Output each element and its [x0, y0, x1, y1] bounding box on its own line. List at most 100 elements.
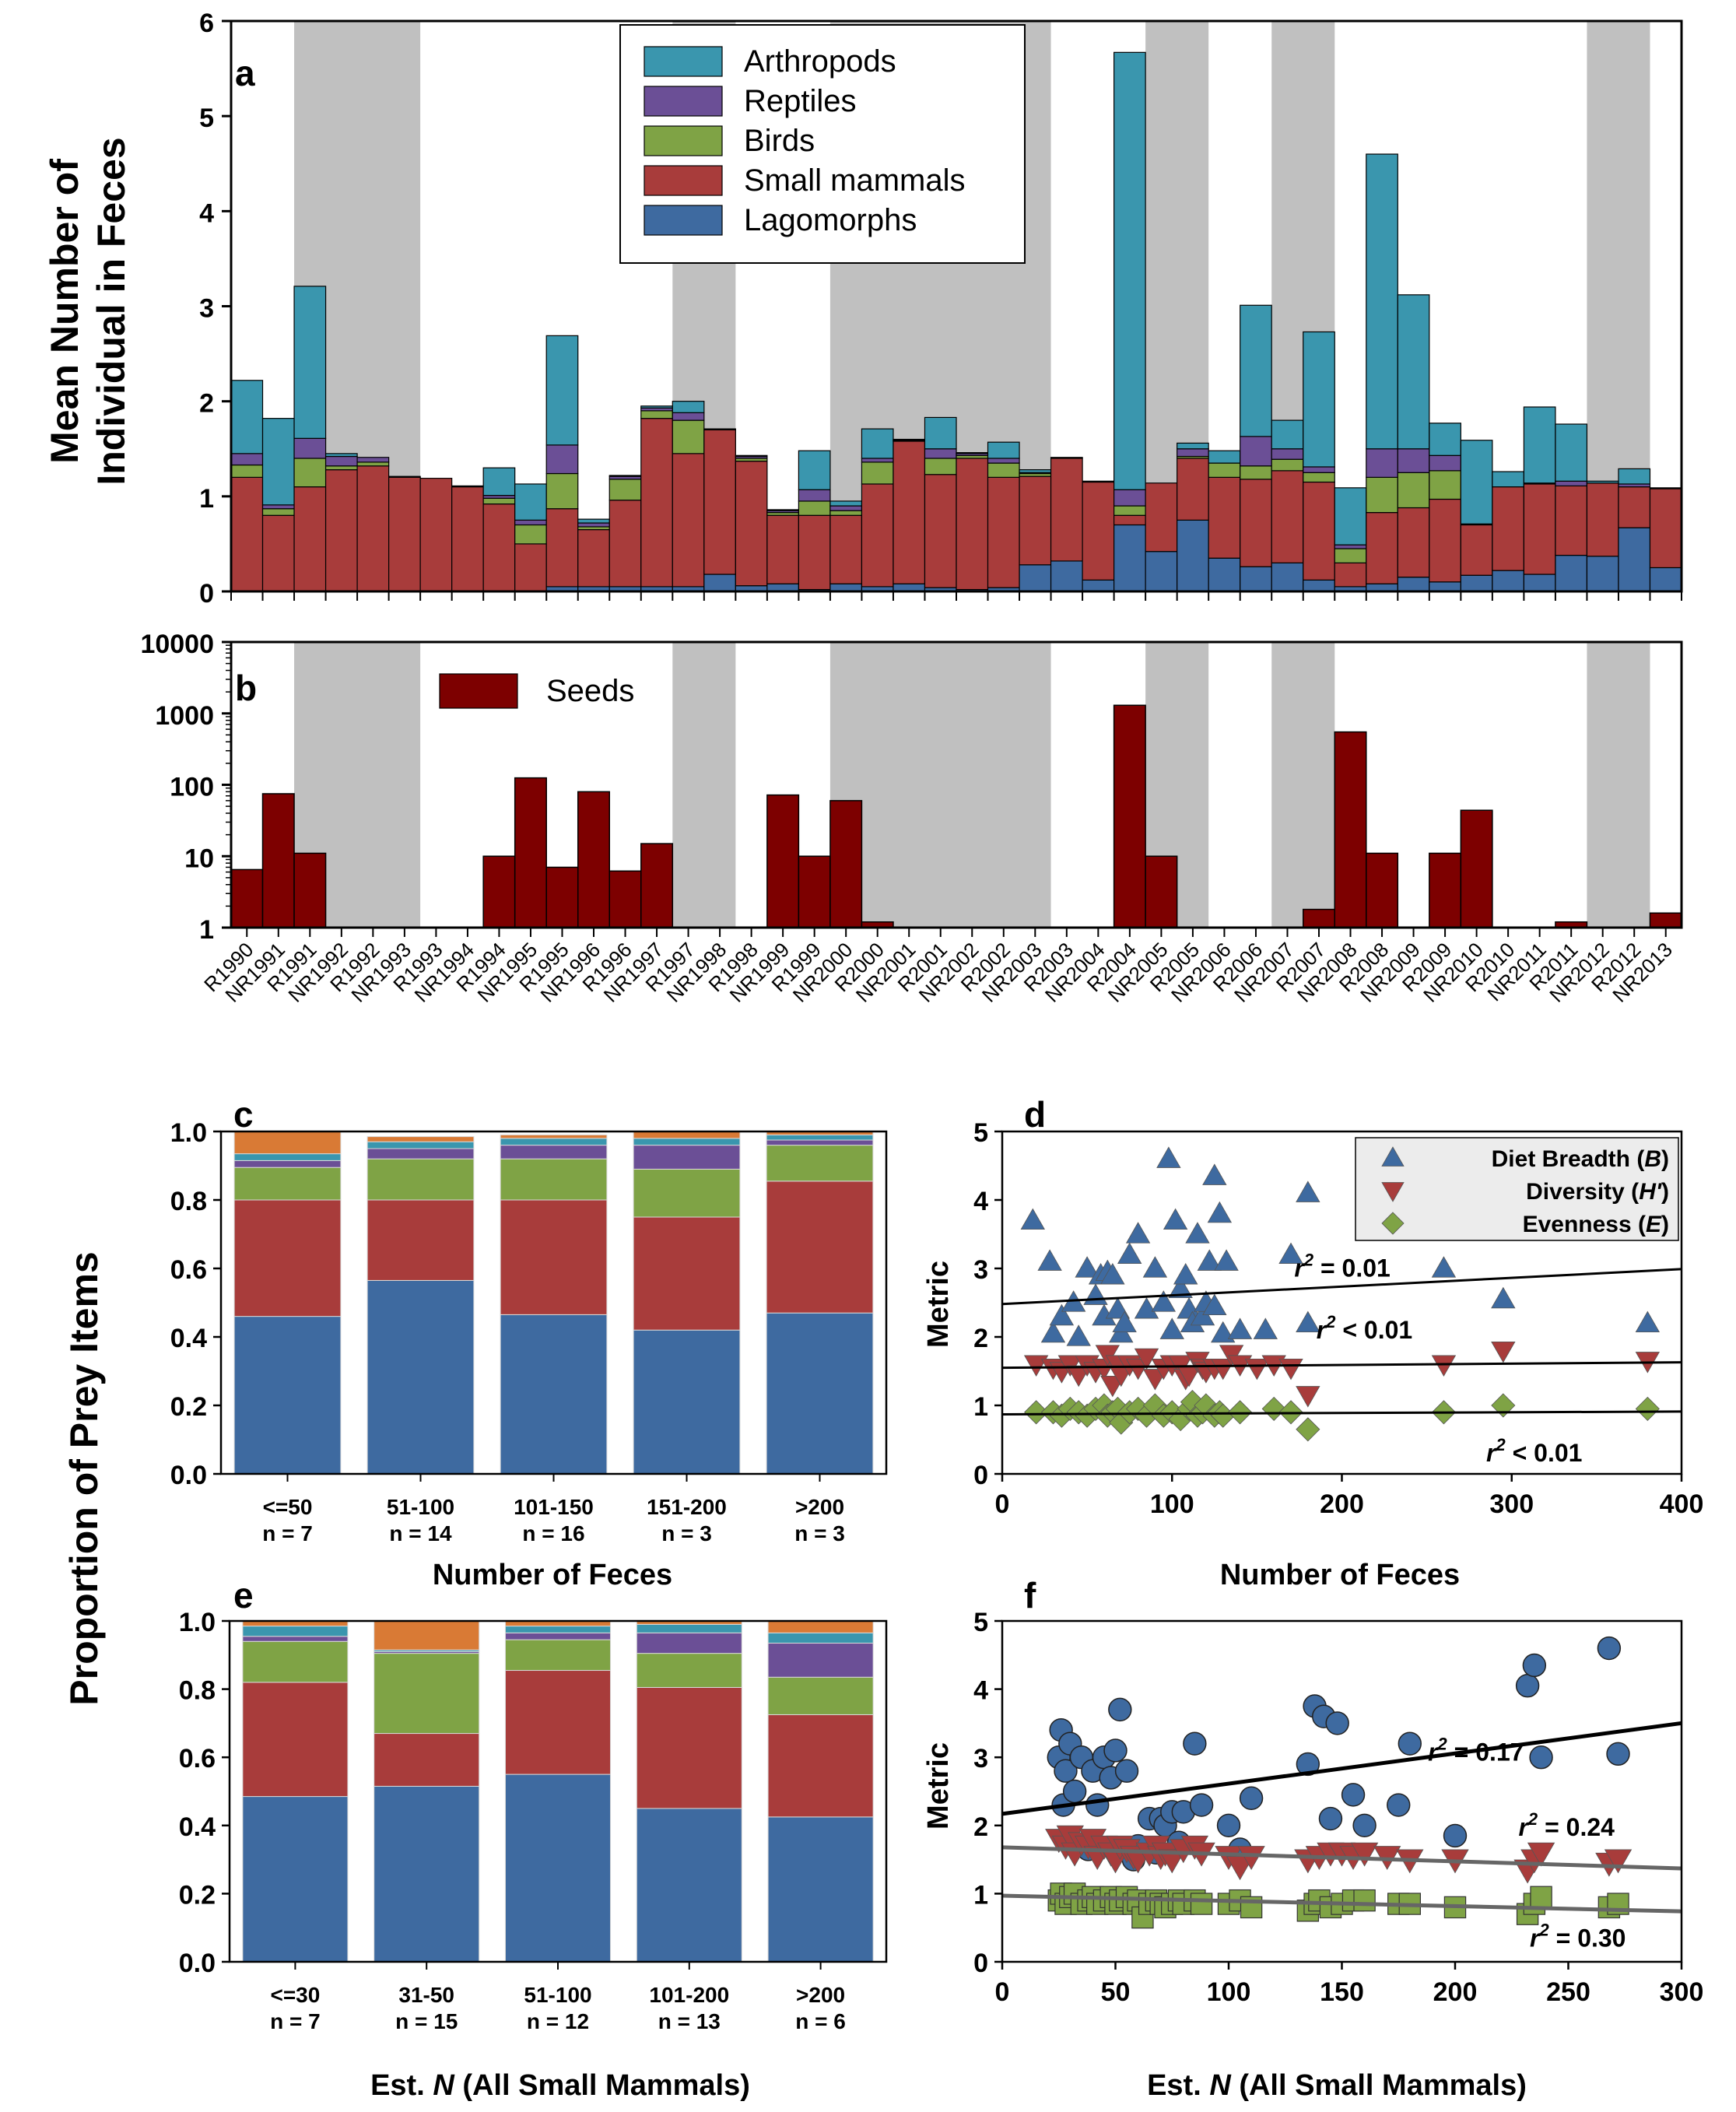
point-d-triangle-up	[1100, 1262, 1125, 1285]
bar-a-reptiles	[861, 458, 894, 463]
point-d-triangle-up	[1278, 1242, 1303, 1265]
bar-a-small-mammals	[230, 476, 264, 592]
ylabel-bottom: Proportion of Prey Items	[62, 1251, 106, 1705]
bar-a-small-mammals	[861, 483, 894, 588]
bar-a-small-mammals	[545, 508, 579, 588]
ylabel-d: Metric	[922, 1261, 955, 1348]
bar-a-reptiles	[924, 448, 957, 459]
ytick-label-e: 0.4	[179, 1812, 216, 1842]
point-f-circle	[1341, 1783, 1366, 1807]
xtick-label-f: 250	[1546, 1977, 1590, 2007]
legend-d-label: Diet Breadth (B)	[1492, 1146, 1669, 1172]
bar-a-lagomorphs	[1113, 524, 1146, 592]
bar-a-arthropods	[924, 416, 957, 450]
point-d-triangle-down	[1278, 1358, 1303, 1381]
legend-a: Arthropods Reptiles Birds Small mammals Lago…	[619, 24, 1026, 264]
bar-a-arthropods	[1555, 423, 1588, 482]
bar-c-birds	[766, 1145, 874, 1182]
bar-a-small-mammals	[419, 478, 453, 592]
bar-a-birds	[482, 497, 516, 505]
bar-e-lagomorphs	[374, 1785, 480, 1963]
bar-e-lagomorphs	[767, 1816, 874, 1963]
legend-d-label: Diversity (H')	[1526, 1179, 1669, 1205]
bar-a-arthropods	[608, 475, 642, 477]
ytick-label-b: 10000	[140, 630, 214, 659]
point-f-triangle-down	[1237, 1846, 1265, 1871]
ytick-label-f: 3	[973, 1744, 988, 1773]
point-d-triangle-down	[1491, 1341, 1516, 1363]
bar-e-other	[374, 1620, 480, 1651]
xtick-label-f: 100	[1207, 1977, 1251, 2007]
category-label-e: 31-50	[398, 1983, 454, 2007]
point-f-circle	[1103, 1738, 1128, 1763]
point-d-triangle-up	[1197, 1249, 1222, 1271]
point-d-triangle-up	[1635, 1310, 1661, 1333]
bar-c-other	[366, 1136, 475, 1142]
ytick-label-c: 0.8	[170, 1187, 207, 1216]
bar-e-teal	[767, 1632, 874, 1644]
bar-c-teal	[366, 1141, 475, 1149]
bar-e-birds	[767, 1676, 874, 1715]
bar-a-reptiles	[1271, 448, 1304, 460]
shaded-period-b-1	[672, 642, 736, 928]
category-label-e: <=30	[270, 1983, 320, 2007]
ytick-label-c: 0.4	[170, 1324, 207, 1353]
point-f-square	[1190, 1893, 1213, 1915]
point-f-circle	[1318, 1806, 1343, 1831]
shaded-period-b-4	[1271, 642, 1335, 928]
point-d-triangle-down	[1296, 1386, 1320, 1408]
xlabel-c: Number of Feces	[433, 1559, 672, 1591]
point-f-circle	[1606, 1742, 1630, 1766]
bar-a-small-mammals	[1303, 481, 1335, 581]
bar-b-seeds	[798, 855, 831, 928]
ytick-label-b: 1	[199, 915, 214, 945]
bar-c-small_mammals	[633, 1216, 741, 1331]
bar-e-birds	[242, 1640, 349, 1683]
bar-a-small-mammals	[1366, 512, 1398, 584]
bar-e-other	[767, 1620, 874, 1633]
shaded-period-b-5	[1587, 642, 1650, 928]
bar-a-small-mammals	[956, 458, 989, 591]
bar-b-seeds	[1113, 704, 1146, 928]
bar-e-lagomorphs	[504, 1773, 612, 1963]
bar-c-reptiles	[366, 1148, 475, 1159]
ytick-label-a: 5	[199, 103, 214, 133]
bar-a-arthropods	[798, 450, 831, 490]
point-f-circle	[1183, 1731, 1207, 1756]
bar-a-small-mammals	[261, 514, 295, 592]
bar-a-birds	[1303, 472, 1335, 483]
point-d-triangle-up	[1253, 1317, 1278, 1339]
legend-a-swatch	[644, 86, 723, 117]
n-label-c: n = 16	[522, 1521, 584, 1545]
bar-a-lagomorphs	[1460, 574, 1493, 592]
bar-e-small_mammals	[374, 1733, 480, 1787]
bar-e-reptiles	[636, 1632, 742, 1654]
bar-c-birds	[633, 1168, 741, 1218]
bar-a-birds	[545, 472, 579, 510]
bar-a-small-mammals	[1240, 479, 1272, 567]
bar-a-arthropods	[1366, 153, 1398, 450]
bar-c-lagomorphs	[366, 1279, 475, 1475]
point-d-triangle-up	[1142, 1256, 1168, 1278]
bar-a-lagomorphs	[1618, 527, 1651, 592]
point-f-circle	[1515, 1674, 1540, 1698]
legend-b-swatch	[439, 673, 518, 709]
bar-c-other	[633, 1131, 741, 1139]
point-d-triangle-up	[1211, 1321, 1236, 1343]
bar-b-seeds	[230, 868, 264, 928]
fit-line-d	[1001, 1410, 1682, 1416]
xtick-label-f: 200	[1433, 1977, 1478, 2007]
legend-a-label: Reptiles	[744, 84, 857, 118]
ytick-label-d: 4	[973, 1187, 988, 1216]
ytick-label-c: 0.0	[170, 1461, 207, 1490]
point-d-triangle-down	[1211, 1358, 1236, 1381]
chart-layer: 0 1 2 3 4 5 6 Arthropods Reptiles Birds Small mamm…	[140, 9, 1703, 2033]
point-d-triangle-up	[1202, 1293, 1227, 1316]
fit-label-f: r2 = 0.30	[1530, 1921, 1626, 1952]
point-f-circle	[1114, 1759, 1139, 1783]
bar-e-teal	[636, 1623, 742, 1633]
bar-a-small-mammals	[1050, 458, 1083, 562]
ytick-label-a: 6	[199, 9, 214, 38]
bar-a-arthropods	[1460, 440, 1493, 524]
bar-a-small-mammals	[1113, 514, 1146, 526]
